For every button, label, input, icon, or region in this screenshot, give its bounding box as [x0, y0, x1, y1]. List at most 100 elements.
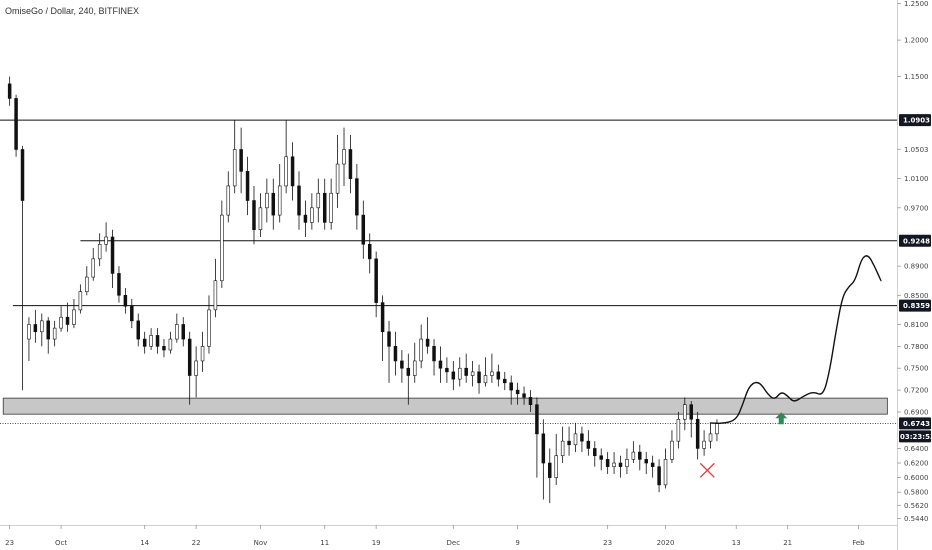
candle-body	[7, 83, 12, 99]
candle-body	[290, 156, 295, 187]
candle-body	[625, 459, 629, 467]
candle-body	[387, 331, 391, 347]
x-tick-label: 19	[372, 539, 381, 547]
current-price-label: 0.6743	[903, 420, 930, 428]
candle-body	[509, 382, 513, 391]
candle-body	[503, 378, 507, 384]
candle-body	[445, 367, 449, 373]
candle-body	[612, 462, 616, 467]
candle-body	[207, 309, 211, 347]
candle-body	[451, 371, 456, 380]
candle-body	[695, 418, 700, 449]
candle-body	[361, 214, 366, 245]
candle-body	[40, 320, 44, 333]
candle-body	[458, 367, 462, 380]
support-zone	[2, 397, 888, 415]
candle-body	[650, 462, 655, 467]
candle-body	[316, 192, 321, 209]
candle-body	[181, 324, 186, 340]
candle-body	[483, 375, 488, 384]
x-tick-label: 13	[732, 539, 741, 547]
candle-body	[245, 171, 250, 201]
x-tick-label: Oct	[55, 539, 67, 547]
candle-body	[355, 178, 359, 216]
candle-body	[194, 360, 198, 376]
candle-body	[477, 371, 481, 384]
countdown-label-bg	[899, 430, 931, 443]
projected-path-line[interactable]	[709, 255, 882, 425]
candle-body	[284, 156, 288, 187]
candle-body	[367, 243, 372, 260]
candle-body	[599, 455, 603, 460]
y-tick-label: 0.7500	[904, 365, 929, 373]
candle-body	[618, 462, 623, 467]
candle-body	[226, 185, 231, 216]
y-tick-label: 1.2000	[904, 37, 929, 45]
candle-body	[380, 302, 385, 333]
candle-body	[400, 360, 404, 369]
candle-body	[232, 149, 237, 187]
candle-body	[85, 276, 89, 292]
candle-body	[91, 258, 95, 278]
candle-body	[72, 309, 76, 325]
current-price-label-bg	[899, 417, 931, 430]
candle-body	[528, 397, 533, 405]
x-tick-label: Nov	[254, 539, 268, 547]
y-tick-label: 0.8500	[904, 292, 929, 300]
y-tick-label: 0.9700	[904, 204, 929, 212]
candle-body	[303, 214, 308, 223]
candle-body	[104, 236, 108, 245]
y-tick-label: 1.0100	[904, 175, 929, 183]
candle-body	[20, 149, 25, 201]
candle-body	[663, 459, 668, 486]
candle-body	[535, 404, 539, 435]
candle-body	[329, 192, 333, 223]
y-tick-label: 1.0503	[904, 146, 929, 154]
x-tick-label: Dec	[447, 539, 461, 547]
candle-body	[200, 346, 205, 362]
y-tick-label: 0.6400	[904, 445, 929, 453]
candle-body	[123, 295, 128, 307]
candle-body	[548, 462, 552, 478]
x-tick-label: 14	[140, 539, 149, 547]
candle-body	[573, 433, 578, 446]
candle-body	[335, 163, 340, 194]
y-tick-label: 0.6000	[904, 474, 929, 482]
x-tick-label: 9	[515, 539, 519, 547]
candle-body	[393, 346, 398, 362]
candle-body	[271, 192, 276, 216]
candle-body	[277, 185, 282, 216]
x-tick-label: 23	[603, 539, 612, 547]
candle-body	[657, 466, 661, 486]
candle-body	[110, 236, 115, 274]
candle-body	[438, 360, 443, 369]
candle-body	[644, 459, 648, 464]
candle-body	[412, 360, 417, 376]
candle-body	[155, 335, 160, 347]
candle-body	[638, 451, 642, 460]
level-price-label-bg	[899, 234, 931, 247]
candle-body	[541, 433, 546, 464]
x-tick-label: 11	[320, 539, 329, 547]
candle-body	[702, 440, 706, 449]
candle-body	[265, 192, 269, 209]
y-tick-label: 0.8900	[904, 263, 929, 271]
candle-body	[715, 422, 719, 435]
y-tick-label: 0.5440	[904, 515, 929, 523]
y-tick-label: 0.6900	[904, 408, 929, 416]
y-tick-label: 0.5620	[904, 502, 929, 510]
y-tick-label: 0.7800	[904, 343, 929, 351]
candle-body	[52, 327, 57, 340]
x-tick-label: 2020	[657, 539, 675, 547]
y-tick-label: 0.5800	[904, 489, 929, 497]
y-tick-label: 0.8100	[904, 321, 929, 329]
up-arrow-icon	[775, 412, 788, 425]
level-price-label: 0.9248	[903, 237, 930, 245]
candle-body	[168, 338, 173, 351]
level-price-label: 1.0903	[903, 117, 930, 125]
candle-body	[33, 324, 38, 333]
candle-body	[258, 207, 263, 230]
candle-body	[683, 404, 687, 420]
